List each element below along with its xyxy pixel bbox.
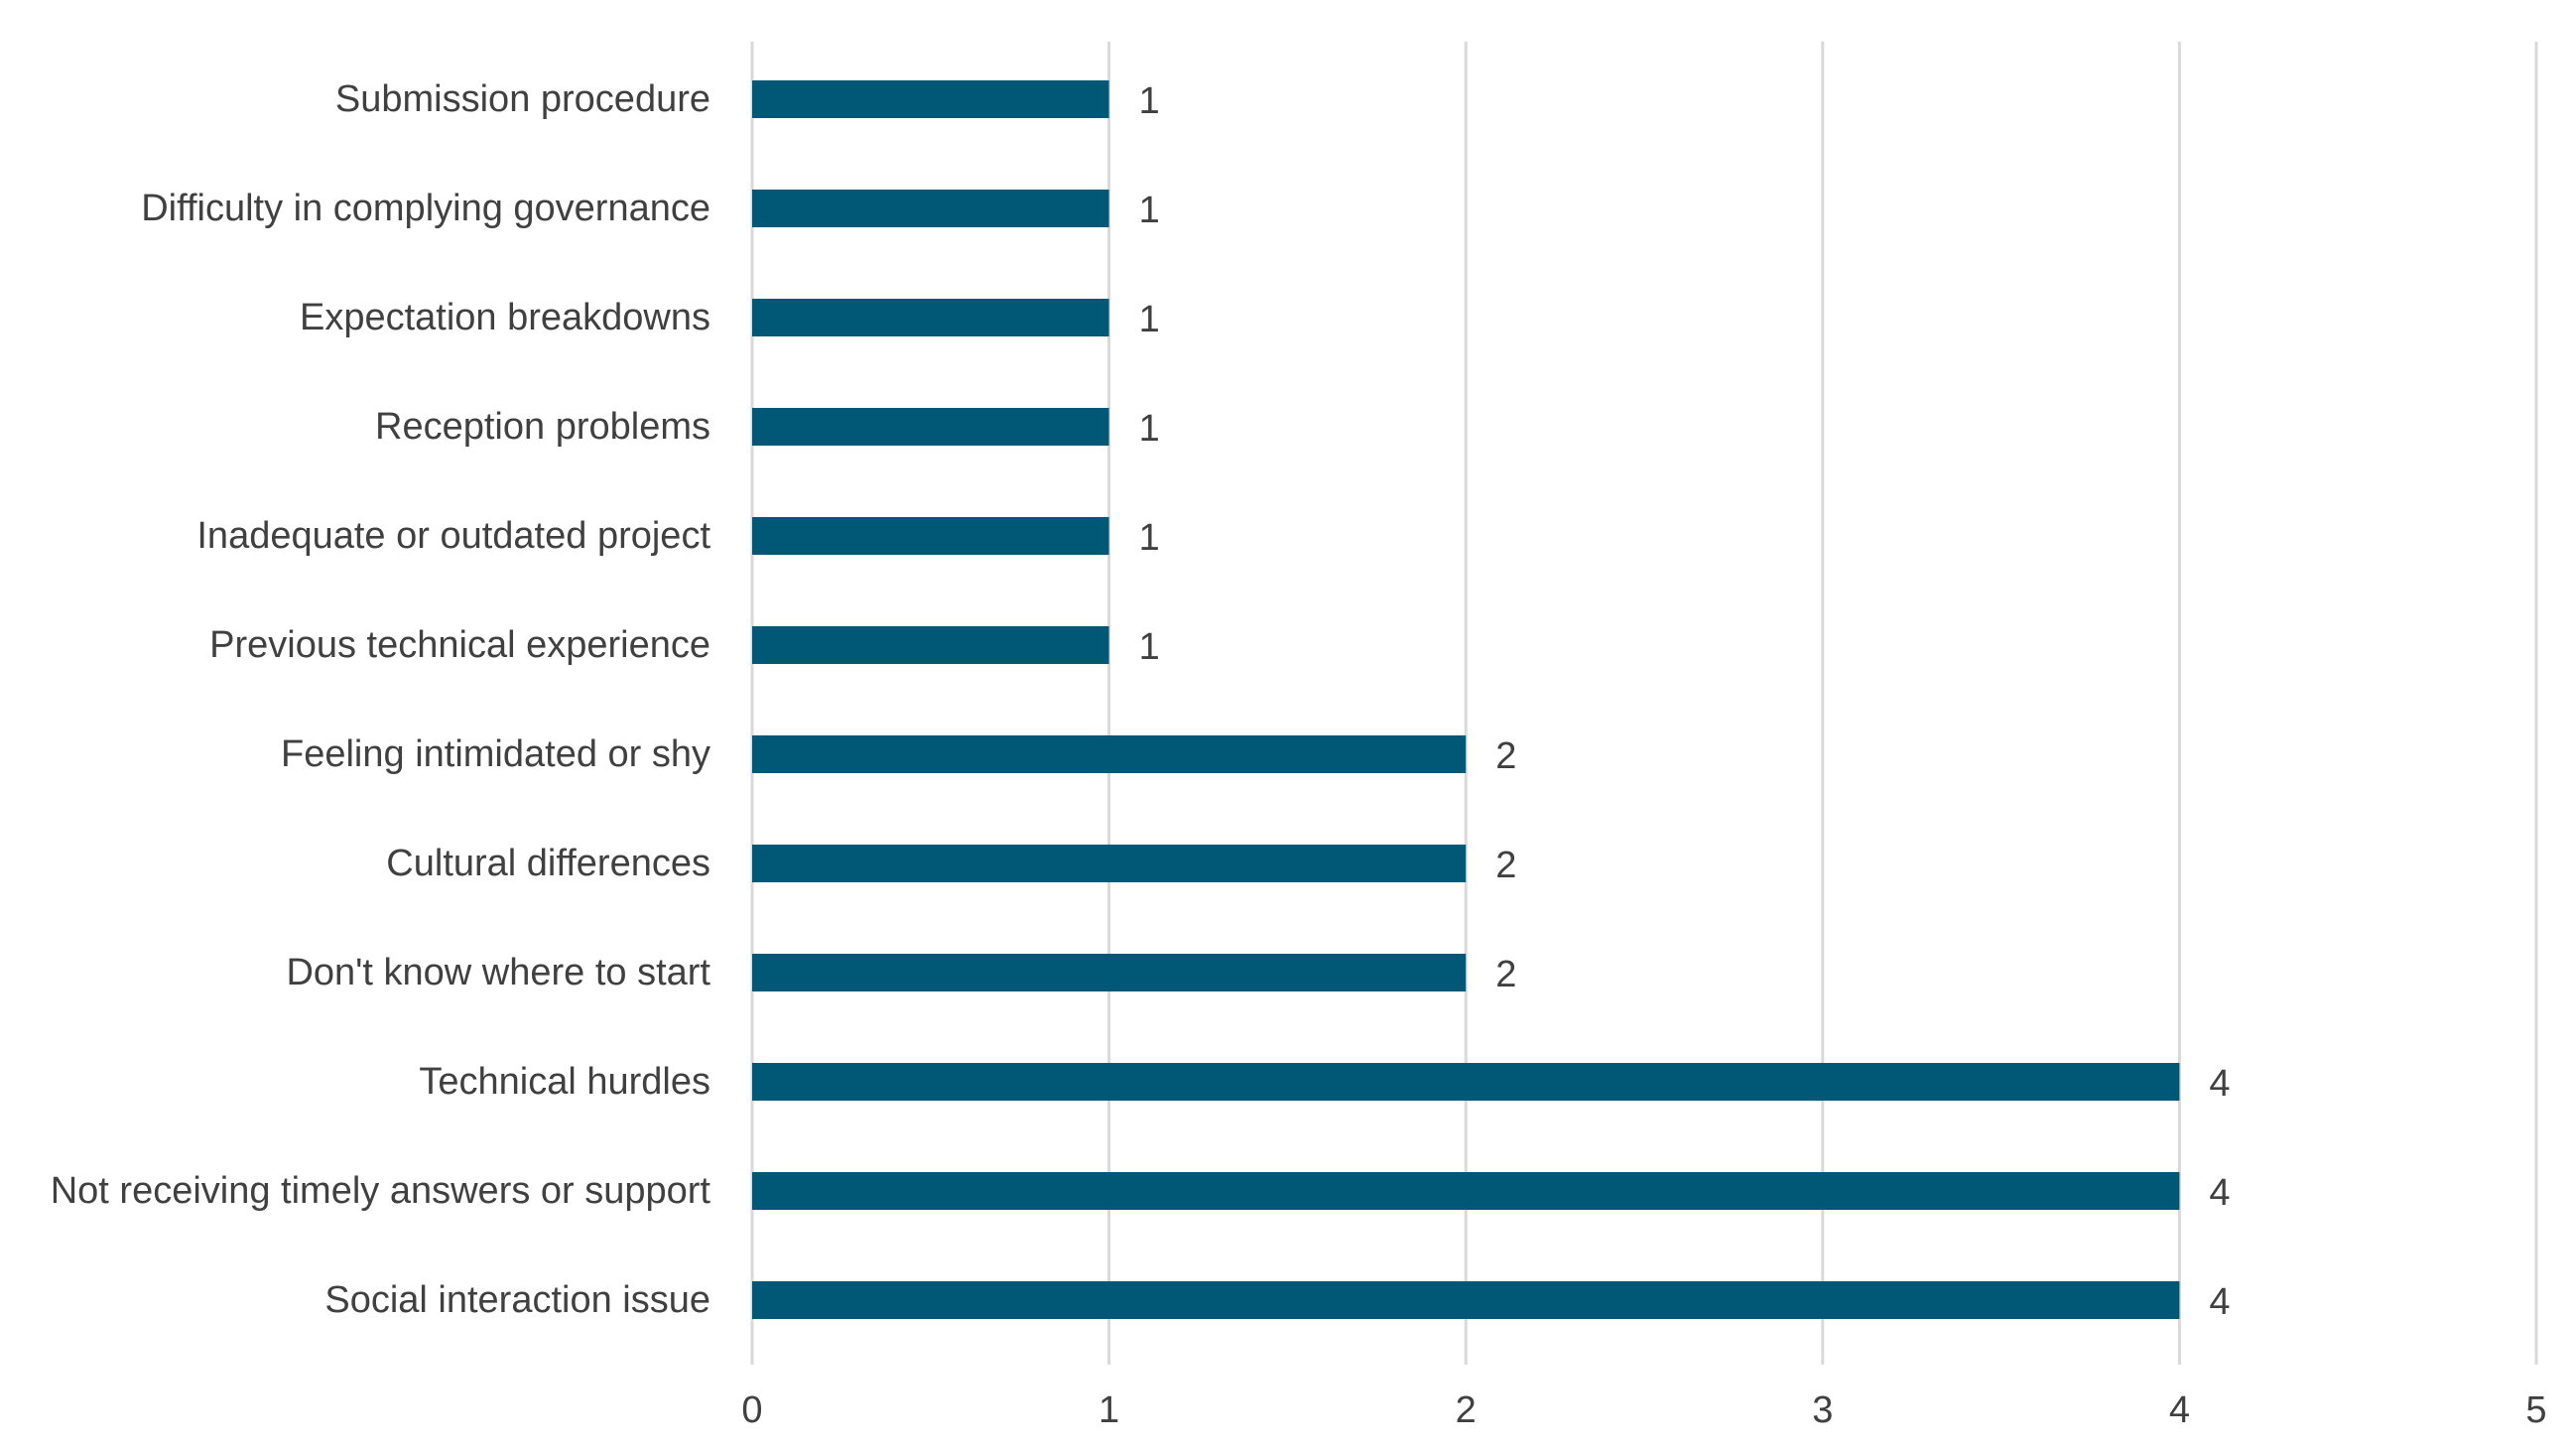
category-label: Feeling intimidated or shy <box>281 733 710 775</box>
x-tick-labels: 0 1 2 3 4 5 <box>741 1389 2546 1431</box>
data-label: 4 <box>2209 1063 2230 1105</box>
data-label: 1 <box>1139 517 1160 559</box>
category-label: Don't know where to start <box>286 952 710 993</box>
data-label: 2 <box>1495 954 1516 995</box>
bar <box>752 735 1467 773</box>
category-label: Social interaction issue <box>324 1279 710 1321</box>
bar <box>752 517 1109 555</box>
bar <box>752 1063 2180 1101</box>
category-labels: Submission procedure Difficulty in comply… <box>51 78 711 1321</box>
category-label: Not receiving timely answers or support <box>51 1170 711 1212</box>
category-label: Technical hurdles <box>419 1061 710 1103</box>
bar <box>752 408 1109 446</box>
category-label: Expectation breakdowns <box>300 297 710 338</box>
x-tick-label: 4 <box>2169 1389 2190 1431</box>
x-tick-label: 3 <box>1812 1389 1833 1431</box>
data-label: 1 <box>1139 299 1160 340</box>
data-label: 2 <box>1495 735 1516 777</box>
x-tick-label: 0 <box>741 1389 762 1431</box>
bar <box>752 299 1109 336</box>
bar <box>752 80 1109 118</box>
bar <box>752 190 1109 227</box>
bar <box>752 954 1467 991</box>
x-tick-label: 1 <box>1098 1389 1119 1431</box>
data-label: 4 <box>2209 1281 2230 1323</box>
data-label: 1 <box>1139 80 1160 122</box>
data-label: 4 <box>2209 1172 2230 1214</box>
category-label: Cultural differences <box>386 843 710 884</box>
bar <box>752 845 1467 882</box>
data-labels: 1 1 1 1 1 1 2 2 2 4 4 4 <box>1139 80 2231 1323</box>
data-label: 1 <box>1139 190 1160 231</box>
gridlines <box>750 42 2538 1365</box>
category-label: Difficulty in complying governance <box>141 188 710 229</box>
x-tick-label: 5 <box>2525 1389 2546 1431</box>
x-tick-label: 2 <box>1456 1389 1477 1431</box>
bars <box>752 80 2180 1319</box>
bar <box>752 1172 2180 1210</box>
category-label: Previous technical experience <box>209 624 710 666</box>
category-label: Inadequate or outdated project <box>196 515 710 557</box>
data-label: 1 <box>1139 626 1160 668</box>
category-label: Reception problems <box>375 406 710 448</box>
bar <box>752 1281 2180 1319</box>
bar <box>752 626 1109 664</box>
data-label: 1 <box>1139 408 1160 450</box>
category-label: Submission procedure <box>335 78 710 120</box>
data-label: 2 <box>1495 845 1516 886</box>
